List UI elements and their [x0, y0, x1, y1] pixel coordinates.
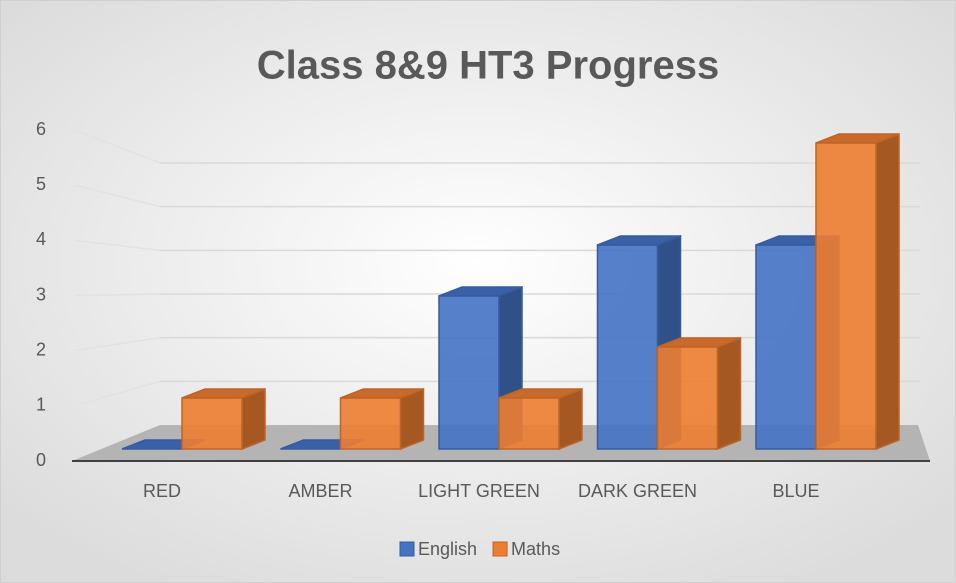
bar-group: [498, 387, 583, 451]
x-tick-label: AMBER: [288, 481, 352, 501]
y-tick-label: 4: [36, 229, 46, 249]
bar-group: [815, 132, 900, 451]
bar: [339, 397, 402, 450]
y-tick-label: 0: [36, 450, 46, 470]
bar: [755, 244, 817, 450]
y-tick-label: 2: [36, 339, 46, 359]
legend-swatch: [399, 541, 415, 557]
grid-line: [74, 239, 161, 252]
bar-group: [656, 336, 742, 451]
bar-side: [399, 387, 425, 451]
bar: [815, 142, 877, 450]
chart-title: Class 8&9 HT3 Progress: [257, 44, 719, 88]
bar: [498, 397, 560, 450]
bar-group: [438, 285, 523, 451]
grid-line: [74, 184, 161, 208]
bar-side: [241, 387, 266, 451]
legend-label: Maths: [511, 539, 560, 559]
grid-line: [74, 380, 161, 407]
bar-side: [558, 387, 583, 451]
bar-group: [339, 387, 425, 451]
x-tick-label: BLUE: [772, 481, 819, 501]
y-tick-label: 3: [36, 284, 46, 304]
y-tick-label: 6: [36, 119, 46, 139]
legend-swatch: [492, 541, 508, 557]
y-tick-label: 1: [36, 395, 46, 415]
bar: [656, 346, 719, 450]
bar-group: [181, 387, 266, 451]
bar: [181, 397, 243, 450]
x-tick-label: RED: [143, 481, 181, 501]
y-tick-label: 5: [36, 174, 46, 194]
grid-line: [74, 129, 161, 164]
bar-side: [716, 336, 742, 451]
grid-line: [74, 336, 161, 352]
grid-line: [74, 293, 161, 297]
x-tick-label: DARK GREEN: [578, 481, 697, 501]
bar: [438, 295, 500, 450]
x-tick-label: LIGHT GREEN: [418, 481, 540, 501]
bar: [596, 244, 659, 450]
bar-side: [875, 132, 900, 451]
legend-label: English: [418, 539, 477, 559]
